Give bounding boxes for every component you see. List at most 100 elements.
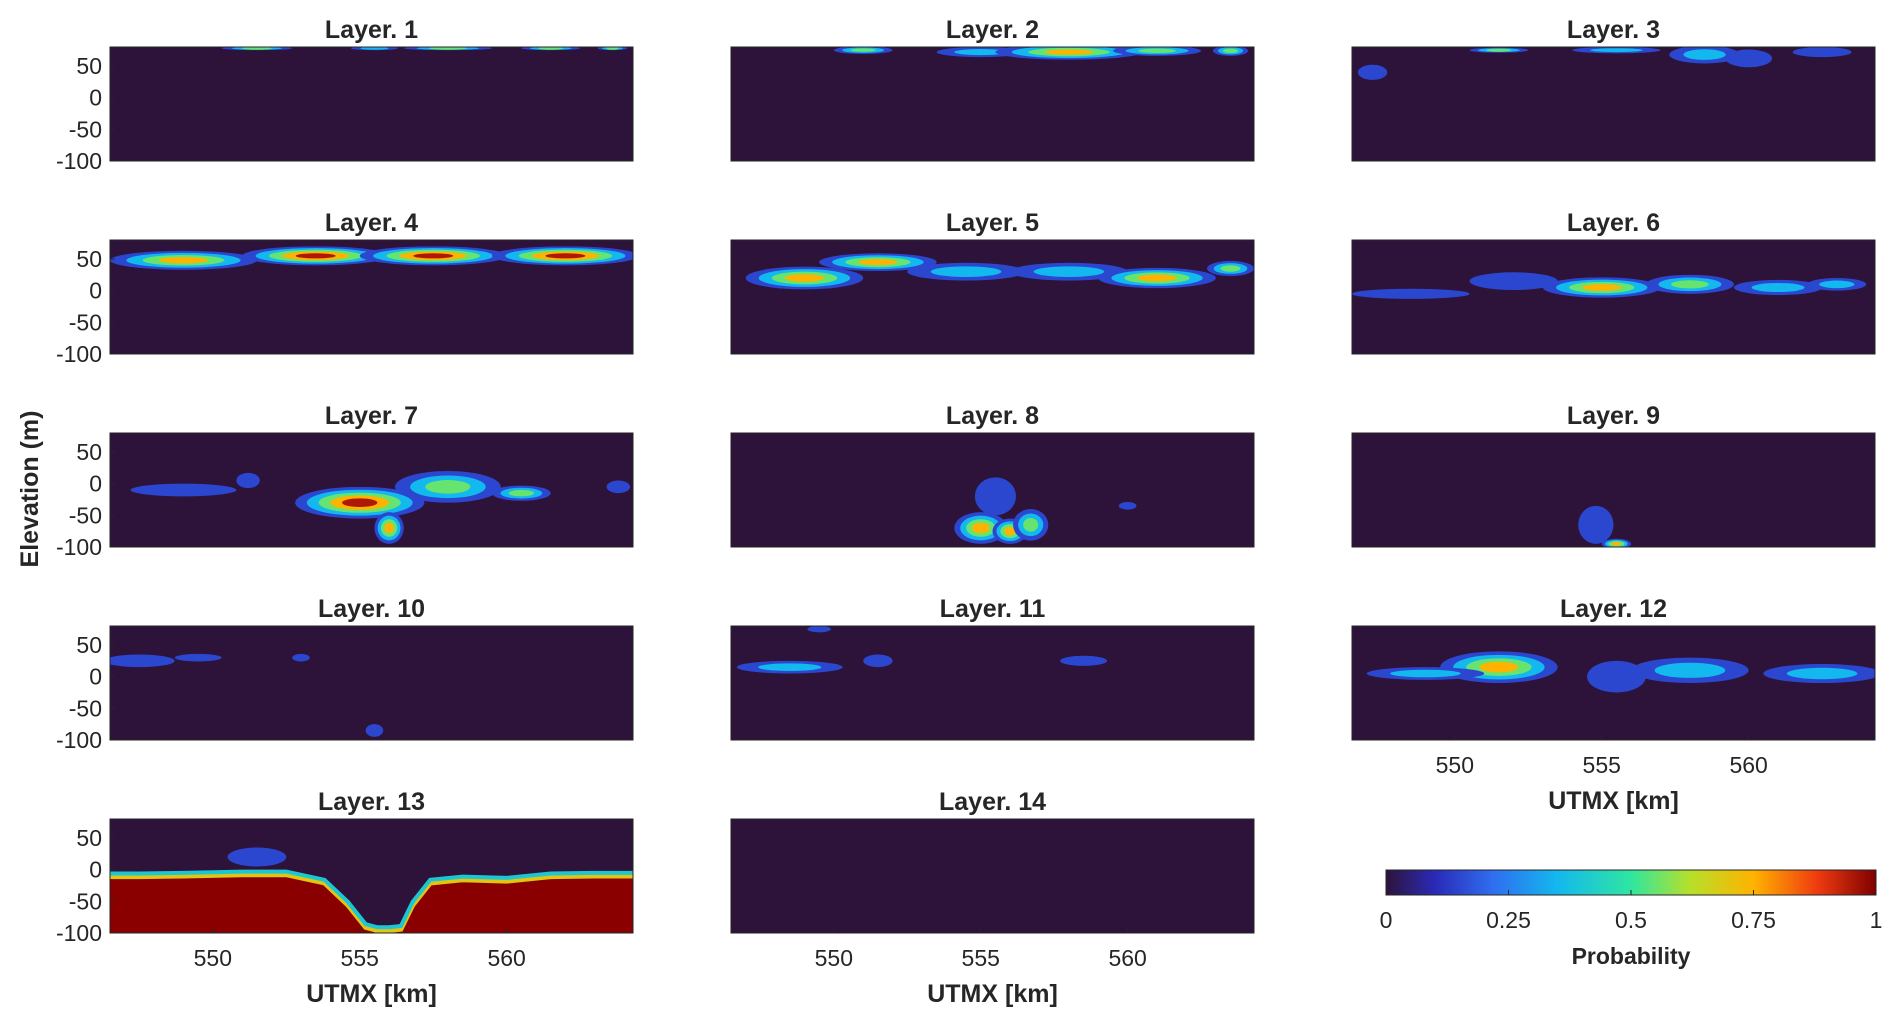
probability-blob [1631,657,1749,683]
panel-title: Layer. 8 [946,402,1039,430]
probability-blob [954,512,1008,544]
probability-blob [110,250,257,270]
heatmap-background [110,47,633,161]
panel-title: Layer. 12 [1560,595,1667,623]
x-tick-label: 550 [815,945,853,971]
y-tick-label: -100 [56,727,102,753]
probability-blob [745,266,864,290]
probability-blob [1060,655,1108,666]
axes-box [730,239,1255,355]
probability-blob [1212,47,1249,56]
y-tick-label: 0 [89,857,102,883]
panel-layer-6: Layer. 6 [1351,209,1876,355]
probability-blob [1601,538,1632,547]
colorbar-tick-label: 1 [1870,907,1883,933]
probability-blob [1098,267,1216,289]
probability-blob [130,483,237,497]
panel-layer-7: Layer. 7 50 0 -50 -100 [56,402,634,560]
probability-blob [1763,664,1875,683]
panel-layer-8: Layer. 8 [730,402,1255,548]
panel-title: Layer. 3 [1567,16,1660,44]
y-tick-label: 50 [76,439,102,465]
heatmap-background [731,47,1254,161]
panel-layer-12: Layer. 12 550 555 560 UTMX [km] [1351,595,1876,815]
y-tick-label: 0 [89,278,102,304]
probability-blob [236,472,260,489]
axes-box [1351,625,1876,741]
panel-title: Layer. 2 [946,16,1039,44]
x-tick-label: 560 [487,945,525,971]
probability-blob [1469,272,1558,291]
probability-blob [1807,278,1867,291]
axes-box [730,818,1255,934]
probability-blob [221,47,293,51]
x-tick-label: 555 [1583,752,1621,778]
axes-box [1351,239,1876,355]
probability-blob [359,246,507,266]
probability-blob [227,847,287,867]
probability-blob [974,477,1017,516]
probability-blob [350,47,398,51]
axes-box [109,46,634,162]
axes-box [730,46,1255,162]
probability-blob [521,47,581,51]
panel-layer-13: Layer. 13 50 0 -50 -100 550 555 560 UTMX [km] [56,788,634,1008]
probability-blob [395,471,501,503]
x-tick-label: 555 [341,945,379,971]
panel-title: Layer. 4 [325,209,418,237]
probability-blob [833,47,893,54]
panel-title: Layer. 1 [325,16,418,44]
probability-blob [1013,508,1049,541]
panel-title: Layer. 14 [939,788,1046,816]
axes-box [109,818,634,934]
x-axis-label: UTMX [km] [927,980,1058,1008]
probability-blob [736,660,843,674]
probability-blob [606,480,631,494]
probability-blob [292,653,310,662]
y-tick-label: -50 [69,695,102,721]
transition-edge [110,869,633,930]
probability-blob [174,653,222,662]
probability-blob [819,253,937,272]
y-tick-label: -100 [56,148,102,174]
colorbar-tick-label: 0.25 [1486,907,1531,933]
panel-layer-5: Layer. 5 [730,209,1255,355]
panel-title: Layer. 5 [946,209,1039,237]
probability-blob [1357,64,1388,80]
probability-blob [1725,49,1773,68]
probability-blob [1352,288,1470,299]
y-tick-label: -50 [69,888,102,914]
probability-blob [863,654,893,668]
panel-layer-9: Layer. 9 [1351,402,1876,548]
panel-title: Layer. 11 [940,595,1046,623]
y-tick-label: -50 [69,502,102,528]
probability-blob [403,47,492,51]
x-tick-label: 550 [1436,752,1474,778]
y-tick-label: 0 [89,471,102,497]
panel-layer-11: Layer. 11 [730,595,1255,741]
panel-layer-1: Layer. 1 50 0 -50 -100 [56,16,634,174]
probability-blob [374,512,404,544]
probability-blob [907,262,1025,281]
y-tick-label: 50 [76,825,102,851]
axes-box [109,239,634,355]
y-tick-label: -100 [56,534,102,560]
panel-layer-4: Layer. 4 50 0 -50 -100 [56,209,634,367]
y-tick-label: -50 [69,309,102,335]
x-axis-label: UTMX [km] [306,980,437,1008]
y-tick-label: 0 [89,664,102,690]
colorbar-tick-label: 0 [1380,907,1393,933]
probability-blob [1206,260,1254,277]
panel-title: Layer. 13 [318,788,425,816]
heatmap-background [110,626,633,740]
panel-title: Layer. 10 [318,595,425,623]
x-tick-label: 560 [1729,752,1767,778]
probability-blob [1578,505,1614,544]
panel-title: Layer. 9 [1567,402,1660,430]
probability-blob [1542,277,1661,298]
y-tick-label: 50 [76,632,102,658]
colorbar-tick-label: 0.5 [1615,907,1647,933]
colorbar-label: Probability [1572,943,1691,969]
panel-layer-10: Layer. 10 50 0 -50 -100 [56,595,634,753]
axes-box [1351,46,1876,162]
